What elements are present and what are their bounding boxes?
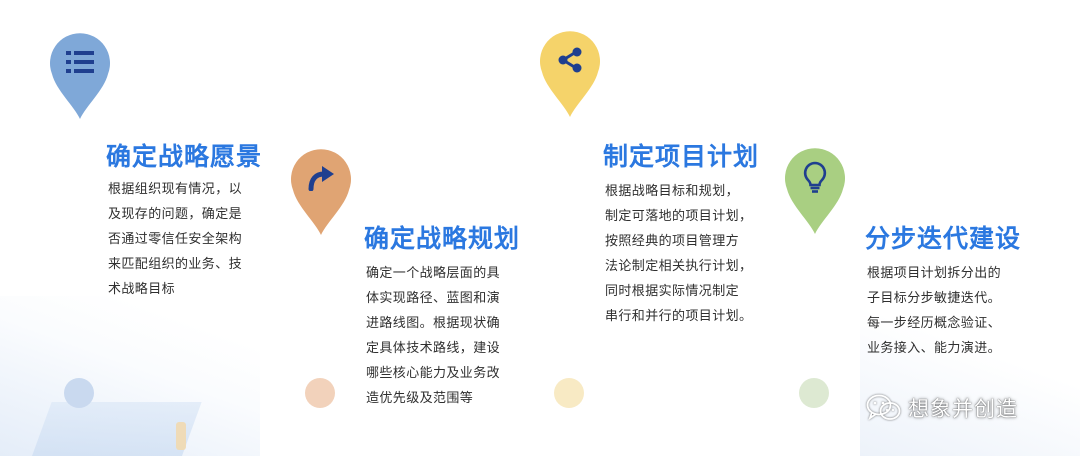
step-4-description: 根据项目计划拆分出的 子目标分步敏捷迭代。 每一步经历概念验证、 业务接入、能力…	[867, 261, 1001, 361]
step-3-title: 制定项目计划	[603, 142, 760, 171]
step-4-title: 分步迭代建设	[865, 224, 1022, 253]
arrow-turn-icon	[308, 166, 334, 191]
timeline-dot-3	[554, 378, 584, 408]
step-2-pin	[291, 148, 351, 236]
step-4-line: 业务接入、能力演进。	[867, 341, 1002, 356]
step-2-description: 确定一个战略层面的具 体实现路径、蓝图和演 进路线图。根据现状确 定具体技术路线…	[366, 261, 500, 411]
step-1-pin	[50, 32, 110, 120]
step-1-line: 来匹配组织的业务、技	[108, 257, 243, 272]
step-4-line: 子目标分步敏捷迭代。	[867, 291, 1002, 306]
step-1-line: 否通过零信任安全架构	[108, 232, 243, 247]
lightbulb-icon	[803, 161, 827, 193]
step-2-line: 体实现路径、蓝图和演	[366, 291, 501, 306]
step-4-line: 根据项目计划拆分出的	[867, 266, 1002, 281]
background-illustration	[0, 296, 260, 456]
timeline-dot-2	[305, 378, 335, 408]
background-gradient	[860, 286, 1080, 456]
step-2-line: 定具体技术路线，建设	[366, 341, 501, 356]
step-1-line: 及现存的问题，确定是	[108, 207, 243, 222]
step-2-line: 确定一个战略层面的具	[366, 266, 501, 281]
timeline-dot-4	[799, 378, 829, 408]
wechat-icon	[866, 394, 901, 421]
watermark: 想象并创造	[866, 393, 1018, 423]
share-icon	[558, 47, 582, 73]
step-2-line: 哪些核心能力及业务改	[366, 366, 501, 381]
step-2-line: 造优先级及范围等	[366, 391, 474, 406]
step-3-line: 根据战略目标和规划，	[605, 184, 740, 199]
step-2-line: 进路线图。根据现状确	[366, 316, 501, 331]
step-3-line: 同时根据实际情况制定	[605, 284, 740, 299]
step-4-line: 每一步经历概念验证、	[867, 316, 1002, 331]
timeline-dot-1	[64, 378, 94, 408]
step-1-line: 根据组织现有情况，以	[108, 182, 243, 197]
step-2-title: 确定战略规划	[364, 224, 521, 253]
step-1-description: 根据组织现有情况，以 及现存的问题，确定是 否通过零信任安全架构 来匹配组织的业…	[108, 177, 242, 302]
step-3-pin	[540, 30, 600, 118]
step-3-line: 串行和并行的项目计划。	[605, 309, 753, 324]
watermark-text: 想象并创造	[908, 397, 1018, 421]
step-3-line: 制定可落地的项目计划，	[605, 209, 753, 224]
list-icon	[66, 51, 94, 73]
step-1-line: 术战略目标	[108, 282, 176, 297]
step-1-title: 确定战略愿景	[106, 142, 263, 171]
step-3-line: 按照经典的项目管理方	[605, 234, 740, 249]
step-3-line: 法论制定相关执行计划，	[605, 259, 753, 274]
step-3-description: 根据战略目标和规划， 制定可落地的项目计划， 按照经典的项目管理方 法论制定相关…	[605, 179, 752, 329]
step-4-pin	[785, 147, 845, 235]
